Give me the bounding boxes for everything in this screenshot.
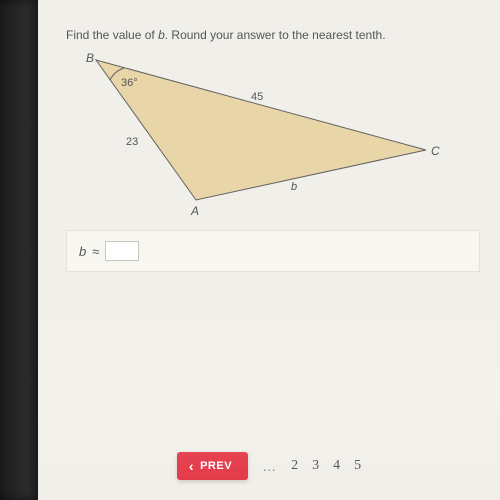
device-bezel [0, 0, 38, 500]
page-number[interactable]: 5 [354, 458, 361, 474]
prev-button[interactable]: ‹ PREV [177, 452, 248, 480]
side-BC-label: 45 [251, 91, 263, 103]
page-number[interactable]: 4 [333, 458, 340, 474]
answer-input[interactable] [105, 241, 139, 261]
question-suffix: . Round your answer to the nearest tenth… [165, 28, 386, 42]
side-BA-label: 23 [126, 136, 138, 148]
content-area: Find the value of b. Round your answer t… [38, 0, 500, 500]
question-text: Find the value of b. Round your answer t… [66, 28, 480, 42]
triangle-figure: B A C 36° 45 23 b [66, 50, 446, 220]
angle-B-label: 36° [121, 77, 138, 89]
vertex-label-B: B [86, 51, 94, 65]
approx-symbol: ≈ [92, 244, 99, 259]
screen-area: Find the value of b. Round your answer t… [38, 0, 500, 500]
triangle-svg: B A C 36° 45 23 b [66, 50, 446, 220]
side-AC-label: b [291, 181, 297, 193]
pager: ‹ PREV … 2 3 4 5 [38, 452, 500, 480]
question-prefix: Find the value of [66, 28, 158, 42]
answer-var: b [79, 244, 86, 259]
triangle-shape [96, 60, 426, 200]
page-number[interactable]: 3 [312, 458, 319, 474]
vertex-label-C: C [431, 144, 440, 158]
pager-dots: … [262, 458, 277, 474]
vertex-label-A: A [190, 204, 199, 218]
prev-label: PREV [200, 460, 232, 472]
chevron-left-icon: ‹ [189, 459, 194, 473]
answer-row: b ≈ [66, 230, 480, 272]
question-var: b [158, 28, 165, 42]
page-number[interactable]: 2 [291, 458, 298, 474]
